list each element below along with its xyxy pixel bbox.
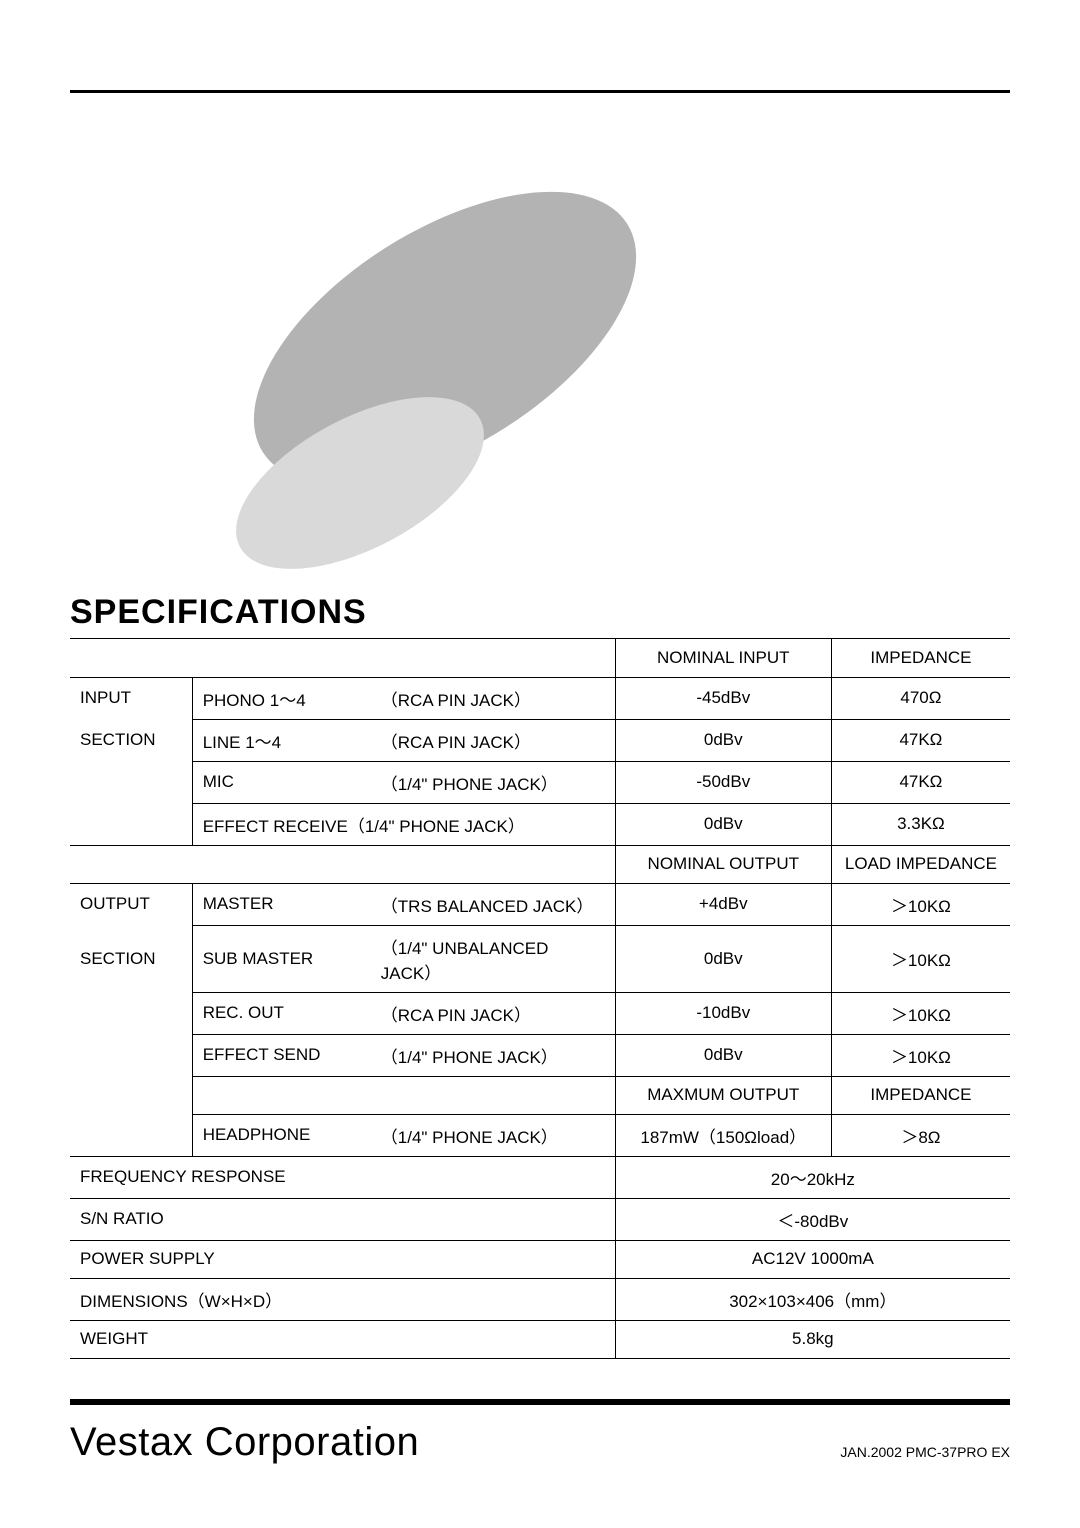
row-freq: FREQUENCY RESPONSE 20～20kHz xyxy=(70,1156,1010,1198)
cell-imp: 3.3KΩ xyxy=(831,803,1010,845)
row-dimensions: DIMENSIONS（W×H×D） 302×103×406（mm） xyxy=(70,1278,1010,1320)
cell-nominal: -45dBv xyxy=(615,677,831,719)
section-output: OUTPUT xyxy=(70,883,192,925)
cell-imp: 47KΩ xyxy=(831,719,1010,761)
logo-area xyxy=(70,93,1010,593)
company-logo-icon xyxy=(150,153,670,583)
cell-jack: （1/4" PHONE JACK） xyxy=(371,1114,615,1156)
cell-jack: （1/4" PHONE JACK） xyxy=(371,761,615,803)
cell-name: MIC xyxy=(192,761,371,803)
header-row-headphone: MAXMUM OUTPUT IMPEDANCE xyxy=(70,1076,1010,1114)
cell-nominal: 0dBv xyxy=(615,719,831,761)
row-line: SECTION LINE 1～4 （RCA PIN JACK） 0dBv 47K… xyxy=(70,719,1010,761)
header-nominal-input: NOMINAL INPUT xyxy=(615,639,831,677)
cell-nominal: 0dBv xyxy=(615,803,831,845)
cell-name: EFFECT SEND xyxy=(192,1034,371,1076)
cell-value: 5.8kg xyxy=(615,1320,1010,1358)
cell-nominal: 0dBv xyxy=(615,925,831,992)
cell-name-jack: EFFECT RECEIVE（1/4" PHONE JACK） xyxy=(192,803,615,845)
row-submaster: SECTION SUB MASTER （1/4" UNBALANCED JACK… xyxy=(70,925,1010,992)
cell-jack: （RCA PIN JACK） xyxy=(371,719,615,761)
specifications-title: SPECIFICATIONS xyxy=(70,593,1010,632)
cell-value: 20～20kHz xyxy=(615,1156,1010,1198)
bottom-rule xyxy=(70,1399,1010,1405)
section-label: SECTION xyxy=(70,719,192,761)
row-headphone: HEADPHONE （1/4" PHONE JACK） 187mW（150Ωlo… xyxy=(70,1114,1010,1156)
cell-jack: （RCA PIN JACK） xyxy=(371,677,615,719)
cell-label: DIMENSIONS（W×H×D） xyxy=(70,1278,615,1320)
cell-imp: 470Ω xyxy=(831,677,1010,719)
cell-name: LINE 1～4 xyxy=(192,719,371,761)
section-label: SECTION xyxy=(70,925,192,992)
row-power: POWER SUPPLY AC12V 1000mA xyxy=(70,1240,1010,1278)
row-sn: S/N RATIO ＜-80dBv xyxy=(70,1198,1010,1240)
cell-imp: ＞10KΩ xyxy=(831,1034,1010,1076)
cell-label: FREQUENCY RESPONSE xyxy=(70,1156,615,1198)
footer: Vestax Corporation JAN.2002 PMC-37PRO EX xyxy=(70,1420,1010,1495)
cell-nominal: -50dBv xyxy=(615,761,831,803)
cell-name: MASTER xyxy=(192,883,371,925)
row-master: OUTPUT MASTER （TRS BALANCED JACK） +4dBv … xyxy=(70,883,1010,925)
cell-name: REC. OUT xyxy=(192,992,371,1034)
cell-jack: （1/4" UNBALANCED JACK） xyxy=(371,925,615,992)
cell-jack: （1/4" PHONE JACK） xyxy=(371,1034,615,1076)
cell-label: S/N RATIO xyxy=(70,1198,615,1240)
cell-name: SUB MASTER xyxy=(192,925,371,992)
row-effect-receive: EFFECT RECEIVE（1/4" PHONE JACK） 0dBv 3.3… xyxy=(70,803,1010,845)
cell-jack: （RCA PIN JACK） xyxy=(371,992,615,1034)
header-row-input: NOMINAL INPUT IMPEDANCE xyxy=(70,639,1010,677)
specifications-table: NOMINAL INPUT IMPEDANCE INPUT PHONO 1～4 … xyxy=(70,639,1010,1359)
header-nominal-output: NOMINAL OUTPUT xyxy=(615,845,831,883)
header-max-output: MAXMUM OUTPUT xyxy=(615,1076,831,1114)
cell-imp: 47KΩ xyxy=(831,761,1010,803)
row-effect-send: EFFECT SEND （1/4" PHONE JACK） 0dBv ＞10KΩ xyxy=(70,1034,1010,1076)
cell-name: PHONO 1～4 xyxy=(192,677,371,719)
row-recout: REC. OUT （RCA PIN JACK） -10dBv ＞10KΩ xyxy=(70,992,1010,1034)
cell-value: ＜-80dBv xyxy=(615,1198,1010,1240)
cell-imp: ＞10KΩ xyxy=(831,925,1010,992)
company-name: Vestax Corporation xyxy=(70,1420,419,1465)
cell-imp: ＞8Ω xyxy=(831,1114,1010,1156)
row-mic: MIC （1/4" PHONE JACK） -50dBv 47KΩ xyxy=(70,761,1010,803)
row-phono: INPUT PHONO 1～4 （RCA PIN JACK） -45dBv 47… xyxy=(70,677,1010,719)
cell-nominal: 187mW（150Ωload） xyxy=(615,1114,831,1156)
cell-label: POWER SUPPLY xyxy=(70,1240,615,1278)
cell-nominal: 0dBv xyxy=(615,1034,831,1076)
header-impedance2: IMPEDANCE xyxy=(831,1076,1010,1114)
cell-imp: ＞10KΩ xyxy=(831,992,1010,1034)
cell-imp: ＞10KΩ xyxy=(831,883,1010,925)
cell-nominal: -10dBv xyxy=(615,992,831,1034)
header-impedance: IMPEDANCE xyxy=(831,639,1010,677)
document-code: JAN.2002 PMC-37PRO EX xyxy=(840,1444,1010,1465)
header-row-output: NOMINAL OUTPUT LOAD IMPEDANCE xyxy=(70,845,1010,883)
header-load-impedance: LOAD IMPEDANCE xyxy=(831,845,1010,883)
cell-value: 302×103×406（mm） xyxy=(615,1278,1010,1320)
section-input: INPUT xyxy=(70,677,192,719)
cell-label: WEIGHT xyxy=(70,1320,615,1358)
cell-jack: （TRS BALANCED JACK） xyxy=(371,883,615,925)
cell-name: HEADPHONE xyxy=(192,1114,371,1156)
cell-nominal: +4dBv xyxy=(615,883,831,925)
cell-value: AC12V 1000mA xyxy=(615,1240,1010,1278)
row-weight: WEIGHT 5.8kg xyxy=(70,1320,1010,1358)
